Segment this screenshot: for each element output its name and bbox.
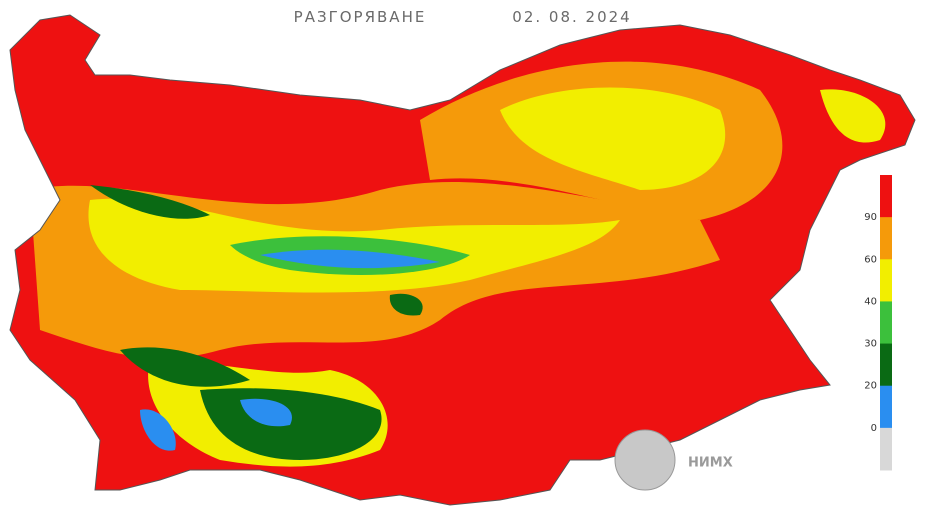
legend-label: 20 xyxy=(864,381,877,392)
legend-swatch xyxy=(880,343,892,387)
map-date: 02. 08. 2024 xyxy=(512,8,631,26)
legend-label: 60 xyxy=(864,254,877,265)
logo-emblem xyxy=(614,429,676,491)
legend-swatch xyxy=(880,427,892,471)
legend-swatch xyxy=(880,259,892,302)
legend-label: 90 xyxy=(864,212,877,223)
legend-label: 40 xyxy=(864,296,877,307)
legend-swatch xyxy=(880,175,892,218)
legend-swatch xyxy=(880,217,892,260)
legend-swatch xyxy=(880,301,892,345)
legend-swatch xyxy=(880,385,892,429)
legend-label: 30 xyxy=(864,339,877,350)
map-title: РАЗГОРЯВАНЕ xyxy=(294,8,427,26)
legend-label: 0 xyxy=(871,423,877,434)
legend: 90 60 40 30 20 0 xyxy=(864,175,892,471)
logo-text: НИМХ xyxy=(688,456,733,471)
